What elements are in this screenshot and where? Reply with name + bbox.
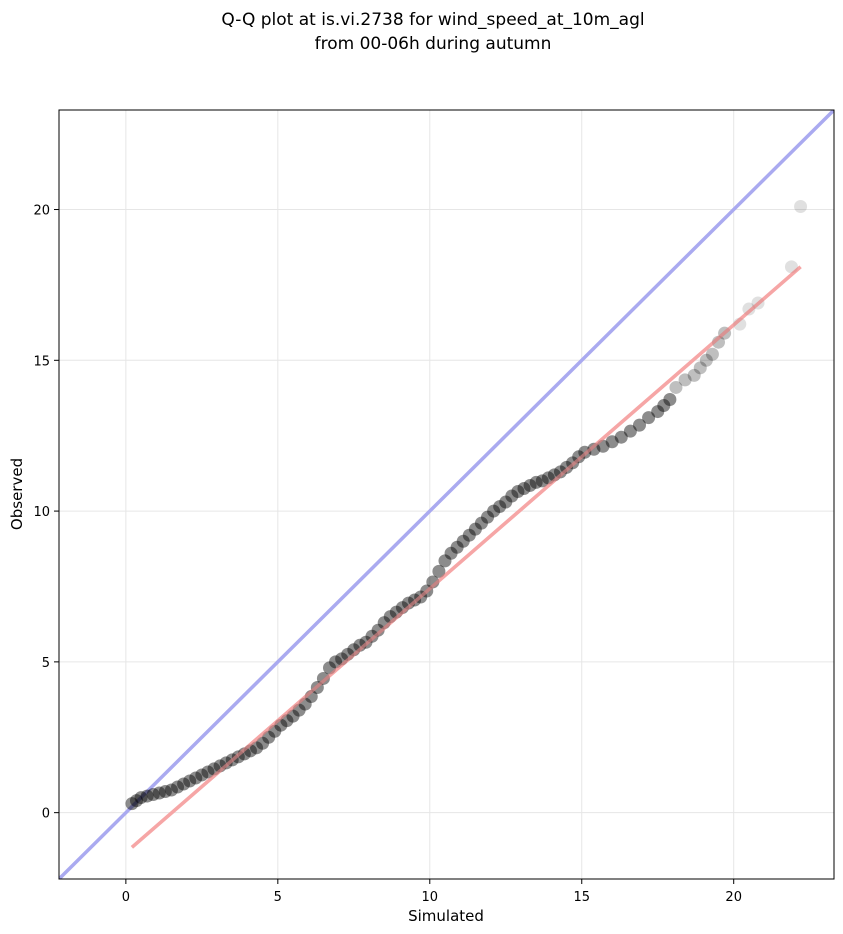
data-point	[432, 564, 446, 578]
data-point	[177, 777, 191, 791]
data-point	[130, 794, 143, 808]
data-point	[250, 741, 264, 755]
data-point	[140, 789, 154, 803]
data-point	[642, 411, 656, 425]
x-tick-label: 10	[422, 890, 439, 905]
data-point	[614, 430, 628, 444]
x-axis: 0 5 10 15 20	[122, 879, 742, 905]
y-tick-label: 15	[33, 354, 50, 369]
data-point	[663, 393, 677, 407]
data-point	[535, 474, 549, 488]
y-axis-label: Observed	[8, 458, 26, 530]
x-tick-label: 0	[122, 890, 130, 905]
data-point	[474, 516, 488, 530]
y-axis: 0 5 10 15 20	[33, 204, 59, 822]
data-point	[794, 200, 808, 214]
data-point	[158, 785, 172, 799]
data-point	[438, 554, 452, 568]
data-point	[125, 797, 139, 811]
data-point	[371, 623, 385, 637]
data-point	[164, 783, 178, 797]
x-axis-label: Simulated	[408, 907, 484, 925]
y-tick-label: 20	[33, 204, 50, 219]
data-point	[669, 380, 683, 394]
data-point	[705, 347, 719, 361]
data-points	[125, 200, 808, 849]
data-point	[587, 442, 601, 456]
data-point	[444, 546, 458, 560]
reference-lines	[59, 110, 834, 879]
grid-lines	[59, 110, 834, 879]
data-point	[146, 788, 160, 802]
data-point	[134, 791, 148, 805]
plot-frame	[58, 109, 835, 880]
data-point	[462, 528, 476, 542]
data-point	[481, 510, 495, 524]
data-point	[456, 534, 470, 548]
chart-title-line-1: Q-Q plot at is.vi.2738 for wind_speed_at…	[221, 10, 644, 30]
data-point	[623, 424, 637, 438]
data-point	[687, 368, 701, 382]
data-point	[487, 504, 501, 518]
x-tick-label: 20	[725, 890, 742, 905]
y-tick-label: 5	[42, 656, 50, 671]
data-point	[523, 478, 537, 492]
data-point	[505, 489, 519, 503]
data-point	[632, 418, 646, 432]
data-point	[657, 399, 671, 413]
data-point	[329, 655, 343, 669]
fit-line-overlay	[130, 265, 802, 849]
data-point	[450, 540, 464, 554]
data-point	[189, 771, 203, 785]
data-point	[529, 475, 543, 489]
x-tick-label: 15	[573, 890, 590, 905]
data-point	[651, 405, 665, 419]
data-point	[195, 768, 209, 782]
data-point	[256, 736, 270, 750]
x-tick-label: 5	[274, 890, 282, 905]
data-point	[493, 500, 507, 514]
data-point	[699, 353, 713, 367]
data-point	[517, 481, 531, 495]
data-point	[553, 465, 567, 479]
data-point	[693, 361, 707, 375]
y-tick-label: 0	[42, 807, 50, 822]
chart-title: Q-Q plot at is.vi.2738 for wind_speed_at…	[221, 10, 644, 54]
data-point	[678, 373, 692, 387]
data-point	[605, 435, 619, 449]
data-point	[262, 730, 276, 744]
chart-title-line-2: from 00-06h during autumn	[315, 34, 552, 54]
data-point	[171, 780, 185, 794]
y-tick-label: 10	[33, 505, 50, 520]
identity-line	[59, 110, 834, 879]
data-point	[152, 786, 166, 800]
data-point	[499, 495, 513, 509]
data-point	[511, 484, 525, 498]
data-point	[468, 522, 482, 536]
data-point	[286, 709, 300, 723]
data-point	[183, 774, 197, 788]
data-point	[201, 765, 215, 779]
